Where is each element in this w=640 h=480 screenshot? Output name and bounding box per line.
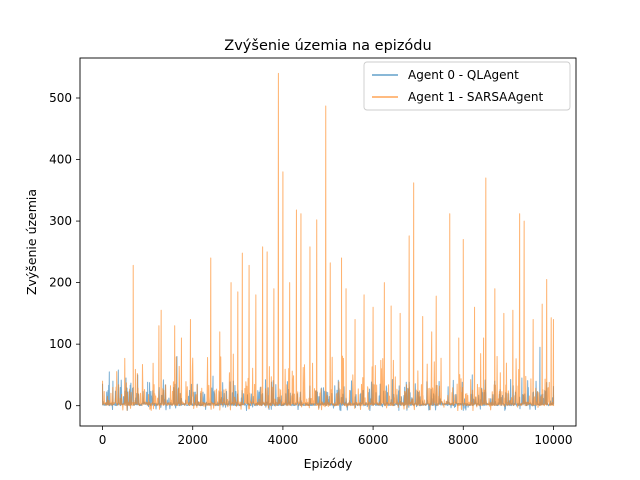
x-tick-label-4: 8000 (448, 433, 479, 447)
y-tick-label-4: 400 (49, 153, 72, 167)
x-tick-label-5: 10000 (534, 433, 572, 447)
legend-label-agent0: Agent 0 - QLAgent (408, 68, 519, 82)
y-tick-label-1: 100 (49, 337, 72, 351)
legend-label-agent1: Agent 1 - SARSAAgent (408, 90, 544, 104)
y-tick-label-0: 0 (64, 399, 72, 413)
y-tick-label-5: 500 (49, 91, 72, 105)
x-tick-label-0: 0 (99, 433, 107, 447)
x-tick-label-3: 6000 (358, 433, 389, 447)
x-tick-label-2: 4000 (268, 433, 299, 447)
plot-frame (79, 57, 577, 427)
x-tick-label-1: 2000 (177, 433, 208, 447)
legend: Agent 0 - QLAgent Agent 1 - SARSAAgent (363, 61, 571, 111)
y-axis-label: Zvýšenie územia (24, 189, 39, 295)
legend-box (363, 61, 571, 111)
x-axis-label: Epizódy (304, 456, 353, 471)
chart-title: Zvýšenie územia na epizódu (224, 38, 431, 54)
y-tick-label-2: 200 (49, 276, 72, 290)
series-layer (102, 72, 555, 412)
y-tick-label-3: 300 (49, 214, 72, 228)
y-axis: 0 100 200 300 400 500 (49, 91, 80, 413)
series-line-agent1 (102, 72, 555, 412)
x-axis: 0 2000 4000 6000 8000 10000 (99, 426, 573, 447)
